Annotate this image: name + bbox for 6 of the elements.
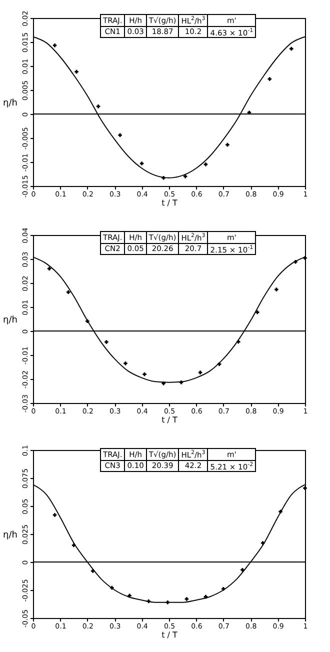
- x-axis-title: t / T: [162, 416, 178, 424]
- y-axis-title: η/h: [3, 98, 18, 108]
- y-axis-title: η/h: [3, 316, 18, 326]
- x-axis-title: t / T: [162, 630, 178, 640]
- y-axis-title: η/h: [3, 530, 18, 540]
- x-axis-title: t / T: [162, 198, 178, 208]
